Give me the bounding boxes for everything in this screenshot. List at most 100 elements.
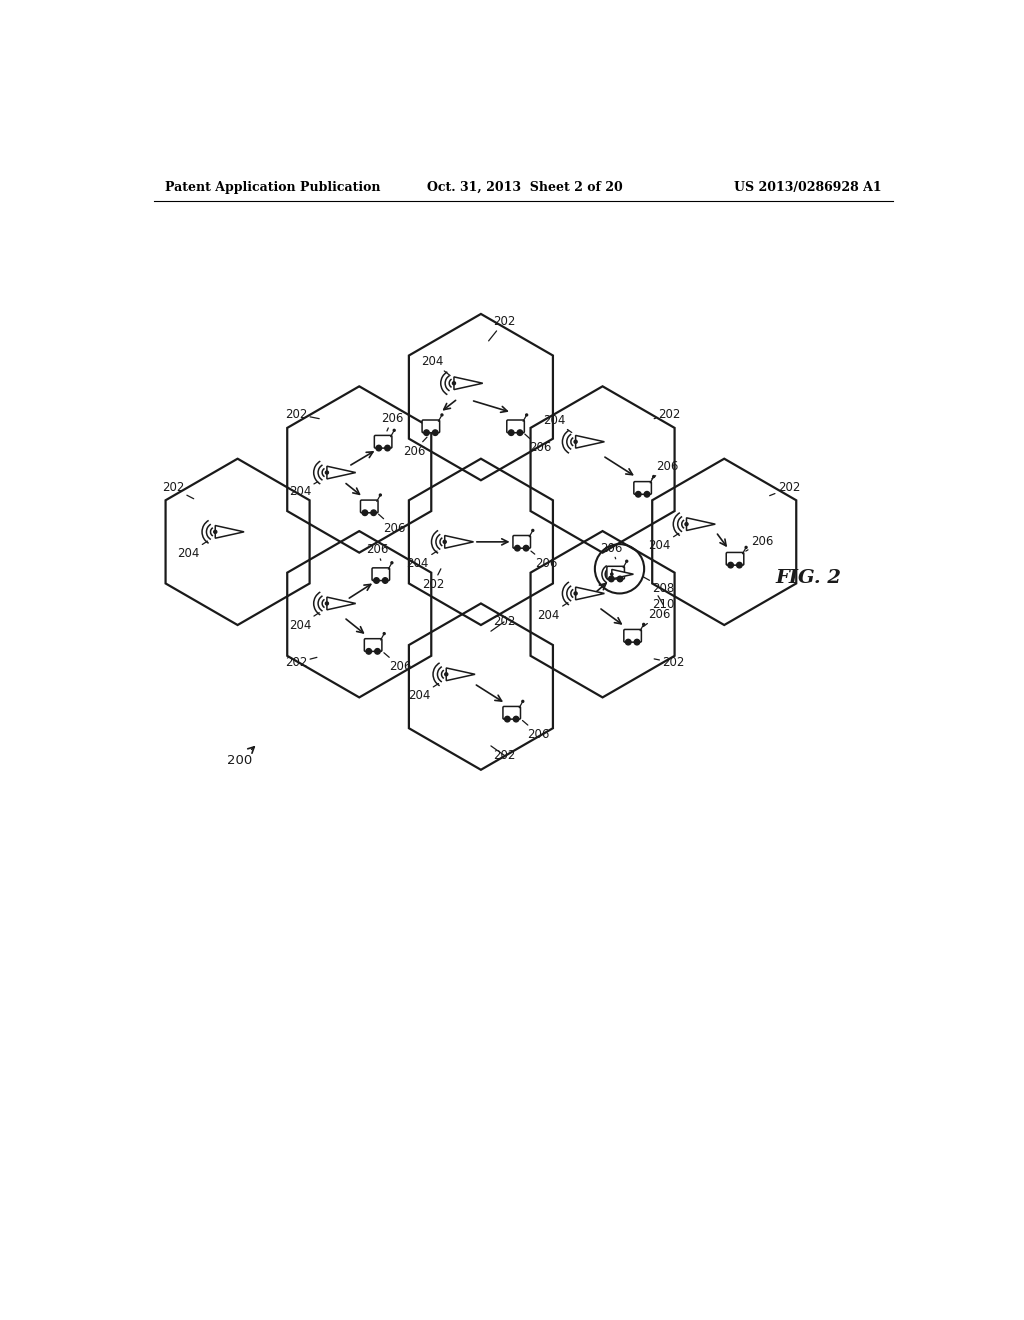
Text: 202: 202 (654, 656, 685, 669)
Text: 204: 204 (409, 684, 438, 702)
Circle shape (574, 591, 578, 595)
Circle shape (385, 445, 390, 451)
Text: 204: 204 (407, 552, 437, 570)
Text: 204: 204 (421, 355, 451, 376)
Circle shape (745, 546, 748, 548)
Circle shape (522, 701, 523, 702)
Circle shape (362, 510, 368, 516)
Circle shape (685, 523, 688, 525)
Text: 206: 206 (601, 541, 623, 558)
Circle shape (523, 545, 528, 550)
Text: 202: 202 (490, 615, 515, 631)
Polygon shape (575, 436, 604, 447)
Text: 206: 206 (745, 536, 773, 552)
Circle shape (391, 562, 393, 564)
Circle shape (617, 577, 623, 582)
Circle shape (453, 381, 456, 384)
Circle shape (366, 648, 372, 655)
Circle shape (326, 471, 329, 474)
Circle shape (515, 545, 520, 550)
Text: Oct. 31, 2013  Sheet 2 of 20: Oct. 31, 2013 Sheet 2 of 20 (427, 181, 623, 194)
Circle shape (326, 602, 329, 605)
Polygon shape (327, 597, 355, 610)
Circle shape (517, 430, 522, 436)
Text: 206: 206 (652, 459, 679, 479)
Circle shape (441, 414, 443, 416)
Circle shape (214, 531, 217, 533)
Text: 202: 202 (490, 746, 515, 762)
Text: 202: 202 (285, 656, 316, 669)
Circle shape (728, 562, 733, 568)
Circle shape (652, 475, 654, 478)
Text: 202: 202 (422, 569, 444, 591)
Circle shape (634, 639, 640, 645)
FancyBboxPatch shape (634, 482, 651, 494)
Circle shape (375, 648, 380, 655)
Polygon shape (444, 536, 473, 548)
Text: 204: 204 (289, 482, 317, 499)
Polygon shape (454, 378, 482, 389)
Circle shape (531, 529, 534, 532)
Text: 202: 202 (770, 482, 800, 496)
FancyBboxPatch shape (503, 706, 520, 719)
Circle shape (432, 430, 438, 436)
Text: 206: 206 (384, 653, 412, 673)
FancyBboxPatch shape (624, 630, 641, 642)
Text: 210: 210 (652, 595, 675, 611)
Circle shape (376, 445, 382, 451)
Circle shape (424, 430, 429, 436)
Text: 204: 204 (648, 533, 679, 552)
Circle shape (608, 577, 614, 582)
Text: 206: 206 (531, 552, 557, 570)
Circle shape (509, 430, 514, 436)
Text: 204: 204 (177, 541, 208, 560)
Circle shape (505, 717, 510, 722)
Circle shape (443, 540, 446, 544)
Polygon shape (446, 668, 475, 681)
Polygon shape (327, 466, 355, 479)
FancyBboxPatch shape (375, 436, 392, 447)
Polygon shape (575, 587, 604, 599)
Text: 202: 202 (285, 408, 319, 421)
Text: FIG. 2: FIG. 2 (775, 569, 841, 587)
Text: 202: 202 (162, 482, 194, 499)
Text: 200: 200 (227, 747, 254, 767)
Circle shape (574, 441, 578, 444)
Text: 206: 206 (379, 515, 406, 535)
Text: 206: 206 (402, 437, 427, 458)
Circle shape (626, 639, 631, 645)
Text: 206: 206 (524, 434, 551, 454)
Polygon shape (611, 569, 634, 579)
FancyBboxPatch shape (372, 568, 389, 581)
Circle shape (382, 578, 388, 583)
Circle shape (393, 429, 395, 432)
Text: 202: 202 (488, 315, 515, 341)
Text: 204: 204 (289, 612, 319, 631)
FancyBboxPatch shape (360, 500, 378, 512)
Text: US 2013/0286928 A1: US 2013/0286928 A1 (733, 181, 882, 194)
Text: 204: 204 (543, 413, 571, 433)
FancyBboxPatch shape (513, 536, 530, 548)
Circle shape (374, 578, 379, 583)
Circle shape (626, 560, 628, 562)
Text: 206: 206 (366, 543, 388, 561)
Circle shape (383, 632, 385, 635)
FancyBboxPatch shape (507, 420, 524, 433)
Text: 206: 206 (522, 721, 550, 741)
Circle shape (644, 491, 650, 498)
Circle shape (444, 673, 447, 676)
Text: 206: 206 (381, 412, 403, 432)
Polygon shape (215, 525, 244, 539)
Text: 204: 204 (538, 603, 568, 622)
Polygon shape (686, 517, 716, 531)
FancyBboxPatch shape (726, 553, 743, 565)
FancyBboxPatch shape (422, 420, 439, 433)
Text: 208: 208 (643, 577, 675, 594)
FancyBboxPatch shape (607, 566, 625, 579)
Circle shape (379, 494, 381, 496)
Circle shape (636, 491, 641, 498)
Text: 206: 206 (643, 607, 671, 627)
Circle shape (643, 623, 645, 626)
Text: 202: 202 (654, 408, 681, 421)
Text: Patent Application Publication: Patent Application Publication (165, 181, 381, 194)
